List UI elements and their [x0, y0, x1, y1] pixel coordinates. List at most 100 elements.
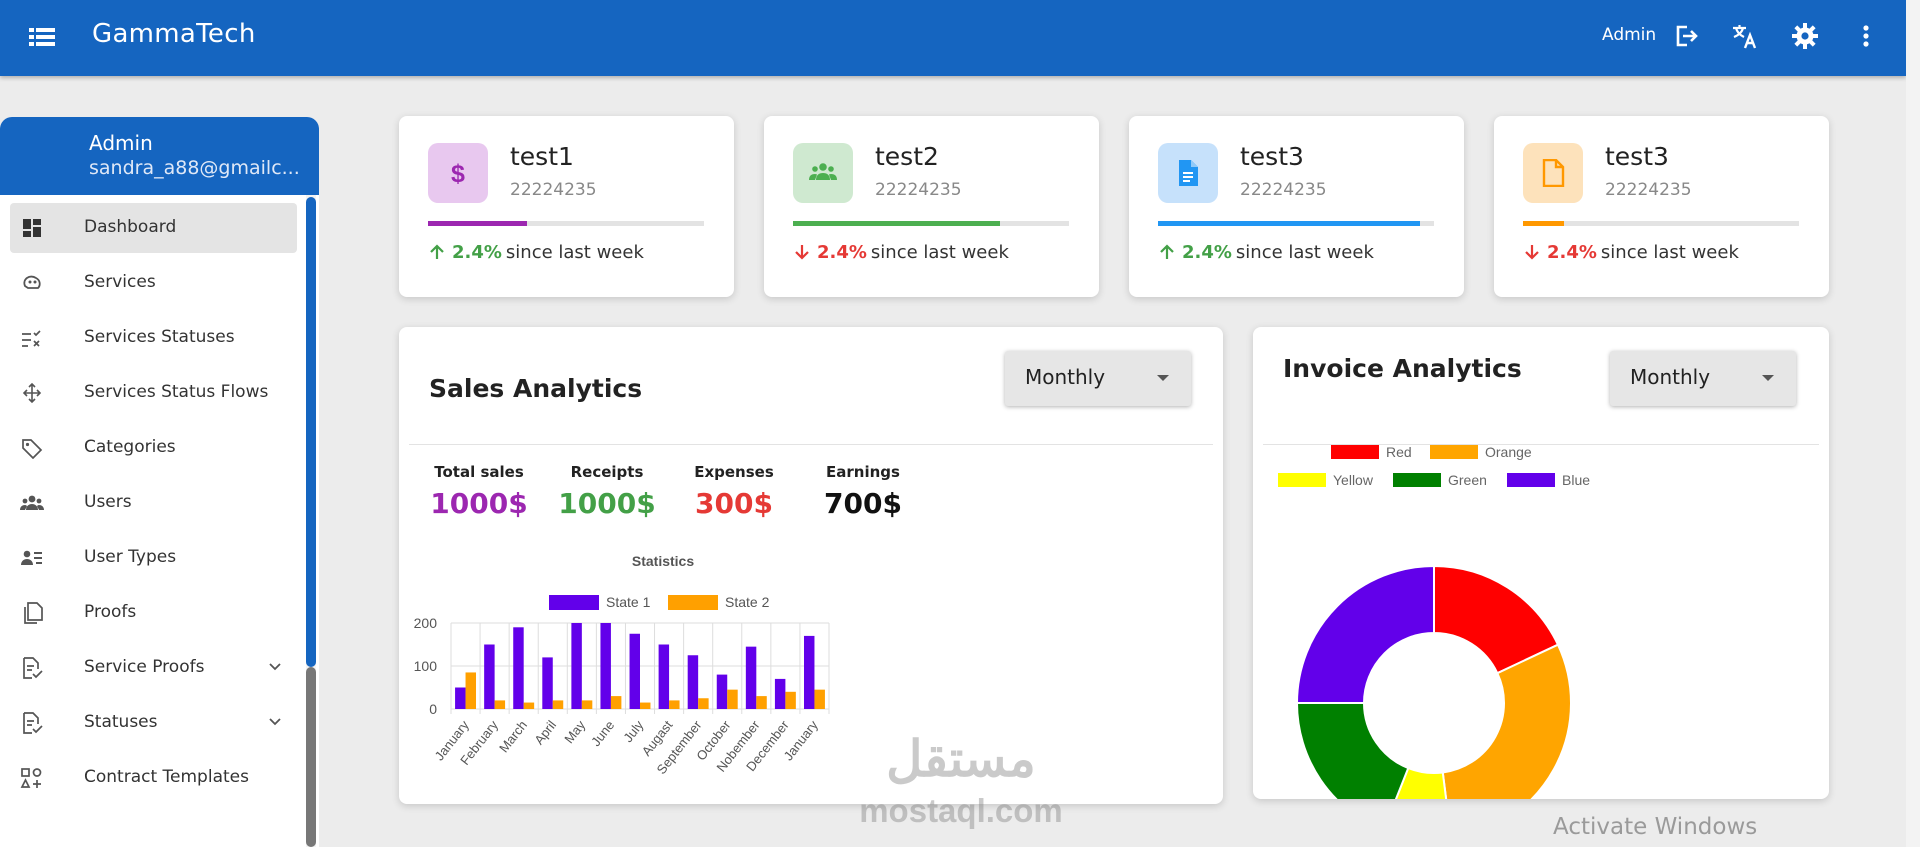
chevron-down-icon[interactable] — [267, 659, 283, 675]
dashboard-icon — [23, 219, 41, 237]
arrow-up-icon — [1160, 244, 1174, 259]
file-icon — [1542, 159, 1565, 187]
sales-analytics-card: Sales Analytics Monthly Total sales 1000… — [399, 327, 1223, 804]
sidebar-item-services-status-flows[interactable]: Services Status Flows — [10, 368, 297, 418]
stat-card: $ test1 22224235 2.4% since last week — [399, 116, 734, 297]
sidebar-item-services-statuses[interactable]: Services Statuses — [10, 313, 297, 363]
sidebar-item-label: Categories — [84, 437, 176, 457]
sidebar-item-label: Proofs — [84, 602, 137, 622]
legend-swatch — [1393, 473, 1441, 487]
bar — [698, 698, 709, 709]
more-vert-icon[interactable] — [1852, 22, 1880, 50]
sidebar-item-categories[interactable]: Categories — [10, 423, 297, 473]
page-scrollbar[interactable] — [1906, 0, 1920, 847]
legend-swatch — [1331, 445, 1379, 459]
menu-icon[interactable] — [29, 26, 55, 48]
services-icon — [23, 275, 41, 289]
stat-progress-track — [428, 221, 704, 226]
legend-label: Blue — [1562, 472, 1590, 488]
invoice-analytics-title: Invoice Analytics — [1283, 354, 1522, 383]
legend-label: Orange — [1485, 444, 1532, 460]
stat-change-suffix: since last week — [1600, 242, 1739, 263]
legend-label: State 2 — [725, 594, 770, 610]
sidebar-nav: Dashboard Services Services Statuses Ser… — [10, 203, 297, 808]
tags-icon — [22, 439, 43, 459]
bar — [803, 635, 815, 709]
legend-label: Yellow — [1333, 472, 1374, 488]
donut-slice — [1441, 643, 1572, 799]
stat-icon-badge: $ — [428, 143, 488, 203]
sidebar-item-label: Services Statuses — [84, 327, 235, 347]
kpi-earnings: Earnings 700$ — [813, 463, 913, 520]
sidebar-item-dashboard[interactable]: Dashboard — [10, 203, 297, 253]
sales-analytics-title: Sales Analytics — [429, 374, 643, 403]
y-tick-label: 100 — [414, 658, 438, 674]
stat-change-pct: 2.4% — [452, 242, 502, 263]
sidebar-item-service-proofs[interactable]: Service Proofs — [10, 643, 297, 693]
stat-change: 2.4% since last week — [793, 242, 1009, 263]
x-tick-label: July — [620, 717, 646, 745]
app-brand: GammaTech — [92, 19, 256, 49]
stat-progress-fill — [1158, 221, 1421, 226]
stat-value: 22224235 — [1240, 180, 1327, 200]
bar — [513, 627, 524, 709]
stat-card: test3 22224235 2.4% since last week — [1129, 116, 1464, 297]
stat-progress-track — [1158, 221, 1434, 226]
sidebar-item-services[interactable]: Services — [10, 258, 297, 308]
bar — [581, 700, 593, 709]
bar — [756, 696, 767, 709]
legend-swatch — [1507, 473, 1555, 487]
bar — [610, 696, 622, 709]
bar — [716, 674, 728, 709]
sidebar-scroll-thumb[interactable] — [306, 197, 316, 667]
sales-period-select[interactable]: Monthly — [1005, 351, 1191, 406]
stat-title: test3 — [1240, 142, 1304, 171]
sidebar: Admin sandra_a88@gmailc... Dashboard Ser… — [0, 117, 319, 847]
stat-icon-badge — [1158, 143, 1218, 203]
legend-label: Red — [1386, 444, 1412, 460]
sidebar-item-contract-templates[interactable]: Contract Templates — [10, 753, 297, 803]
stat-change-pct: 2.4% — [817, 242, 867, 263]
translate-icon[interactable] — [1731, 22, 1759, 50]
bar — [455, 687, 466, 709]
sidebar-item-proofs[interactable]: Proofs — [10, 588, 297, 638]
doc-check-icon — [23, 657, 43, 679]
stat-change: 2.4% since last week — [1158, 242, 1374, 263]
donut-slice — [1295, 564, 1435, 704]
stat-icon-badge — [793, 143, 853, 203]
sidebar-item-user-types[interactable]: User Types — [10, 533, 297, 583]
bar — [571, 623, 582, 709]
divider — [1263, 444, 1819, 445]
svg-text:$: $ — [451, 160, 465, 187]
stat-value: 22224235 — [1605, 180, 1692, 200]
kpi-value: 300$ — [695, 487, 773, 520]
logout-icon[interactable] — [1672, 22, 1700, 50]
sidebar-item-label: Services — [84, 272, 156, 292]
settings-icon[interactable] — [1791, 22, 1819, 50]
bar — [669, 700, 680, 709]
bar — [494, 700, 506, 709]
y-tick-label: 0 — [429, 701, 437, 717]
proofs-icon — [24, 602, 43, 624]
arrow-down-icon — [1525, 245, 1539, 260]
group-icon — [809, 163, 837, 180]
stat-value: 22224235 — [875, 180, 962, 200]
bar — [785, 691, 796, 709]
sidebar-item-label: Contract Templates — [84, 767, 249, 787]
invoice-period-select[interactable]: Monthly — [1610, 351, 1796, 406]
sales-period-value: Monthly — [1025, 365, 1106, 389]
kpi-expenses: Expenses 300$ — [684, 463, 784, 520]
sidebar-item-label: Service Proofs — [84, 657, 205, 677]
kpi-value: 1000$ — [558, 487, 656, 520]
bar — [727, 689, 738, 709]
chevron-down-icon[interactable] — [267, 714, 283, 730]
stat-progress-fill — [1523, 221, 1565, 226]
bar — [600, 623, 611, 709]
stat-change-suffix: since last week — [505, 242, 644, 263]
sidebar-item-users[interactable]: Users — [10, 478, 297, 528]
bar — [542, 657, 553, 709]
sidebar-item-statuses[interactable]: Statuses — [10, 698, 297, 748]
document-icon — [1179, 160, 1198, 186]
x-tick-label: March — [496, 718, 530, 756]
sidebar-scroll-thumb-lower[interactable] — [306, 667, 316, 847]
